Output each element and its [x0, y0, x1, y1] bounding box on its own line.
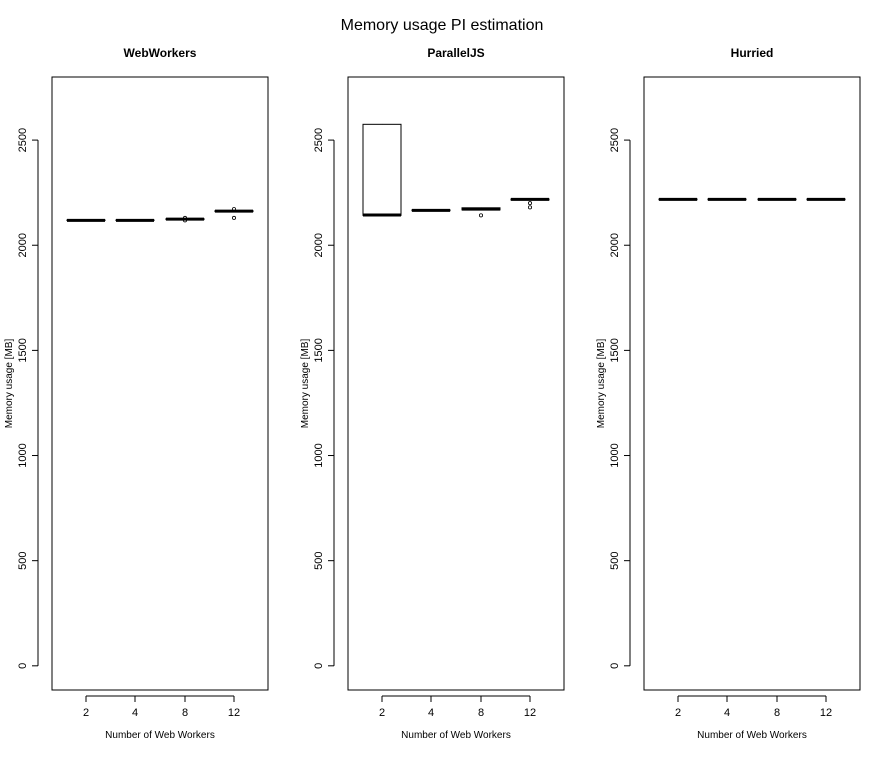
y-tick-label: 2500 — [609, 128, 621, 152]
y-tick-label: 2500 — [313, 128, 325, 152]
x-tick-label: 2 — [83, 707, 89, 719]
x-tick-label: 8 — [478, 707, 484, 719]
y-tick-label: 1000 — [609, 443, 621, 467]
plot-frame — [347, 76, 565, 691]
x-axis-label: Number of Web Workers — [105, 730, 215, 741]
y-tick-label: 2000 — [313, 233, 325, 257]
x-tick-label: 12 — [820, 707, 832, 719]
y-tick-label: 2000 — [609, 233, 621, 257]
x-tick-label: 12 — [228, 707, 240, 719]
y-tick-label: 1500 — [17, 338, 29, 362]
y-tick-label: 1500 — [609, 338, 621, 362]
figure-title: Memory usage PI estimation — [341, 17, 544, 34]
x-tick-label: 12 — [524, 707, 536, 719]
y-tick-label: 1000 — [17, 443, 29, 467]
y-axis-label: Memory usage [MB] — [4, 339, 15, 429]
y-tick-label: 500 — [609, 551, 621, 569]
outlier-point — [182, 218, 187, 223]
y-tick-label: 1000 — [313, 443, 325, 467]
y-tick-label: 0 — [17, 663, 29, 669]
y-tick-label: 500 — [17, 551, 29, 569]
y-tick-label: 0 — [609, 663, 621, 669]
x-tick-label: 4 — [724, 707, 730, 719]
outlier-point — [528, 201, 533, 206]
x-tick-label: 2 — [379, 707, 385, 719]
x-tick-label: 4 — [132, 707, 138, 719]
x-axis-label: Number of Web Workers — [697, 730, 807, 741]
panel-title: WebWorkers — [124, 46, 197, 60]
outlier-point — [528, 205, 533, 210]
y-axis-label: Memory usage [MB] — [300, 339, 311, 429]
y-tick-label: 2500 — [17, 128, 29, 152]
x-axis-label: Number of Web Workers — [401, 730, 511, 741]
box-2 — [362, 123, 402, 216]
y-tick-label: 1500 — [313, 338, 325, 362]
x-tick-label: 8 — [182, 707, 188, 719]
outlier-point — [231, 215, 236, 220]
x-tick-label: 8 — [774, 707, 780, 719]
outlier-point — [182, 215, 187, 220]
x-tick-label: 4 — [428, 707, 434, 719]
plot-frame — [643, 76, 861, 691]
x-tick-label: 2 — [675, 707, 681, 719]
y-tick-label: 2000 — [17, 233, 29, 257]
panel-title: ParallelJS — [427, 46, 484, 60]
y-tick-label: 0 — [313, 663, 325, 669]
plot-frame — [51, 76, 269, 691]
panel-title: Hurried — [731, 46, 774, 60]
y-axis-label: Memory usage [MB] — [596, 339, 607, 429]
outlier-point — [478, 213, 483, 218]
y-tick-label: 500 — [313, 551, 325, 569]
outlier-point — [231, 207, 236, 212]
